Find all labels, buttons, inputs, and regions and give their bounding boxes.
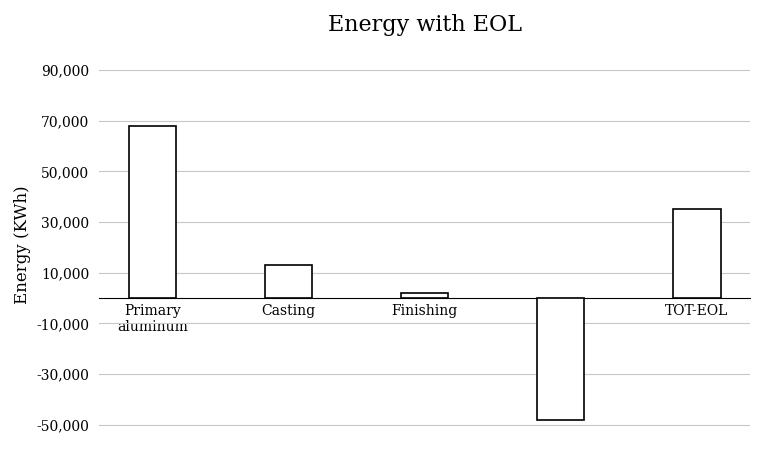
Bar xyxy=(401,293,448,298)
Bar xyxy=(537,298,584,420)
Bar xyxy=(129,126,176,298)
Bar xyxy=(265,265,312,298)
Y-axis label: Energy (KWh): Energy (KWh) xyxy=(14,185,31,304)
Bar xyxy=(673,209,720,298)
Title: Energy with EOL: Energy with EOL xyxy=(328,14,522,36)
